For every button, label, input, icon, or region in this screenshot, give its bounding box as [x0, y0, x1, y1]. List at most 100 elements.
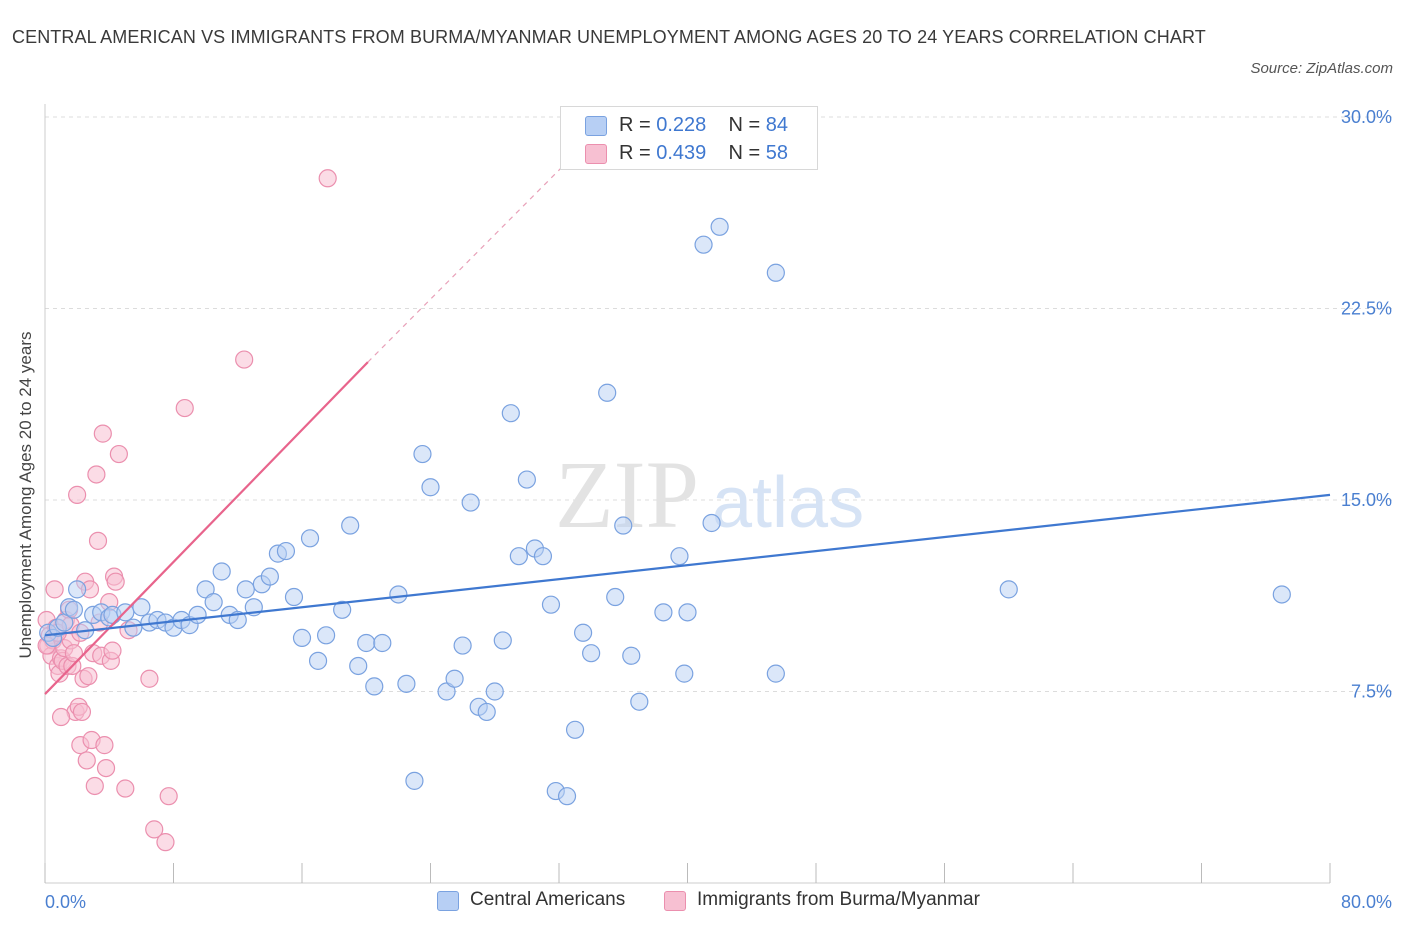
- x-tick-label: 0.0%: [45, 892, 86, 912]
- data-point-burma: [145, 820, 164, 839]
- tick-labels: 7.5% 15.0% 22.5% 30.0% 0.0% 80.0%: [45, 107, 1392, 912]
- data-point-central-american: [573, 623, 593, 642]
- data-point-central-american: [68, 580, 87, 599]
- data-point-central-american: [124, 618, 143, 637]
- data-point-central-american: [284, 587, 304, 607]
- data-point-central-american: [316, 626, 336, 645]
- legend-n-value-blue: 84: [765, 114, 789, 136]
- data-point-central-american: [333, 600, 352, 619]
- data-point-central-american: [694, 235, 713, 254]
- data-point-central-american: [341, 516, 360, 535]
- data-point-central-american: [445, 669, 464, 688]
- data-point-central-american: [204, 593, 223, 612]
- watermark-atlas: atlas: [712, 463, 864, 543]
- data-point-central-american: [614, 516, 633, 535]
- data-point-burma: [72, 702, 92, 722]
- data-point-central-american: [276, 541, 296, 561]
- y-tick-label: 30.0%: [1341, 107, 1392, 127]
- data-point-burma: [77, 751, 96, 770]
- data-point-central-american: [132, 598, 151, 617]
- data-point-central-american: [517, 470, 536, 489]
- data-point-central-american: [622, 646, 641, 665]
- data-point-central-american: [766, 263, 785, 282]
- data-point-burma: [96, 758, 116, 778]
- data-point-burma: [140, 669, 159, 688]
- data-point-central-american: [509, 547, 528, 566]
- data-point-central-american: [606, 587, 625, 607]
- legend-label-central-americans: Central Americans: [470, 889, 626, 910]
- series-burma-points: [37, 169, 337, 852]
- legend-swatch-blue: [437, 891, 459, 911]
- axis-layer: [44, 104, 1331, 884]
- data-point-central-american: [485, 682, 504, 701]
- data-point-central-american: [501, 404, 520, 423]
- data-point-central-american: [236, 580, 255, 599]
- data-point-central-american: [557, 787, 577, 806]
- data-point-central-american: [413, 444, 432, 464]
- legend-n-label: N =: [728, 114, 761, 136]
- data-point-burma: [79, 667, 98, 686]
- data-point-central-american: [493, 631, 512, 650]
- y-tick-label: 7.5%: [1351, 682, 1392, 702]
- source-label: Source: ZipAtlas.com: [1250, 60, 1393, 77]
- data-point-burma: [235, 350, 254, 369]
- data-point-central-american: [349, 656, 368, 676]
- data-point-central-american: [598, 383, 617, 402]
- legend-r-label: R =: [619, 114, 651, 136]
- data-point-central-american: [710, 217, 729, 236]
- data-point-central-american: [357, 633, 376, 653]
- data-point-burma: [45, 580, 64, 599]
- legend-n-label: N =: [728, 142, 761, 164]
- data-point-burma: [103, 641, 122, 660]
- data-point-burma: [159, 787, 178, 806]
- legend-row-central-americans: R = 0.228 N = 84: [561, 111, 817, 139]
- data-point-central-american: [670, 547, 689, 566]
- trend-line-central-americans: [44, 493, 1331, 637]
- data-point-burma: [93, 424, 112, 443]
- data-point-central-american: [541, 595, 561, 614]
- data-point-central-american: [678, 603, 697, 622]
- data-point-central-american: [64, 600, 84, 619]
- data-point-burma: [64, 644, 84, 663]
- data-point-central-american: [397, 674, 416, 693]
- legend-label-burma: Immigrants from Burma/Myanmar: [697, 889, 980, 910]
- data-point-central-american: [533, 547, 553, 566]
- data-point-central-american: [477, 702, 496, 722]
- y-tick-label: 15.0%: [1341, 490, 1392, 510]
- watermark: ZIP atlas: [555, 441, 864, 548]
- data-point-central-american: [212, 562, 231, 581]
- data-point-central-american: [453, 636, 472, 655]
- data-point-burma: [109, 444, 128, 464]
- data-point-central-american: [389, 585, 408, 604]
- data-point-burma: [68, 485, 87, 504]
- data-point-central-american: [565, 720, 585, 739]
- data-point-burma: [116, 779, 135, 798]
- data-point-central-american: [365, 677, 384, 696]
- grid-layer: [45, 116, 1392, 692]
- data-point-burma: [87, 465, 106, 484]
- data-point-central-american: [1272, 585, 1291, 604]
- legend-n-value-pink: 58: [765, 142, 789, 164]
- data-point-burma: [156, 833, 175, 852]
- data-point-central-american: [405, 771, 424, 790]
- legend-r-label: R =: [619, 142, 651, 164]
- data-point-burma: [88, 531, 108, 550]
- legend-r-value-blue: 0.228: [656, 114, 707, 136]
- legend-swatch-pink: [585, 144, 607, 164]
- correlation-legend: R = 0.228 N = 84 R = 0.439 N = 58: [560, 106, 818, 170]
- data-point-central-american: [630, 692, 649, 711]
- data-point-central-american: [654, 603, 673, 622]
- series-central-american-points: [39, 217, 1291, 806]
- trend-line-burma: [44, 361, 369, 695]
- data-point-central-american: [260, 567, 279, 586]
- data-point-central-american: [421, 478, 440, 497]
- data-point-burma: [95, 736, 114, 755]
- data-point-central-american: [582, 644, 601, 663]
- data-point-central-american: [675, 664, 694, 683]
- data-point-central-american: [766, 664, 785, 683]
- data-point-central-american: [300, 529, 320, 548]
- legend-row-burma: R = 0.439 N = 58: [561, 139, 817, 167]
- data-point-central-american: [461, 493, 480, 512]
- data-point-burma: [85, 776, 104, 796]
- data-point-burma: [106, 572, 125, 591]
